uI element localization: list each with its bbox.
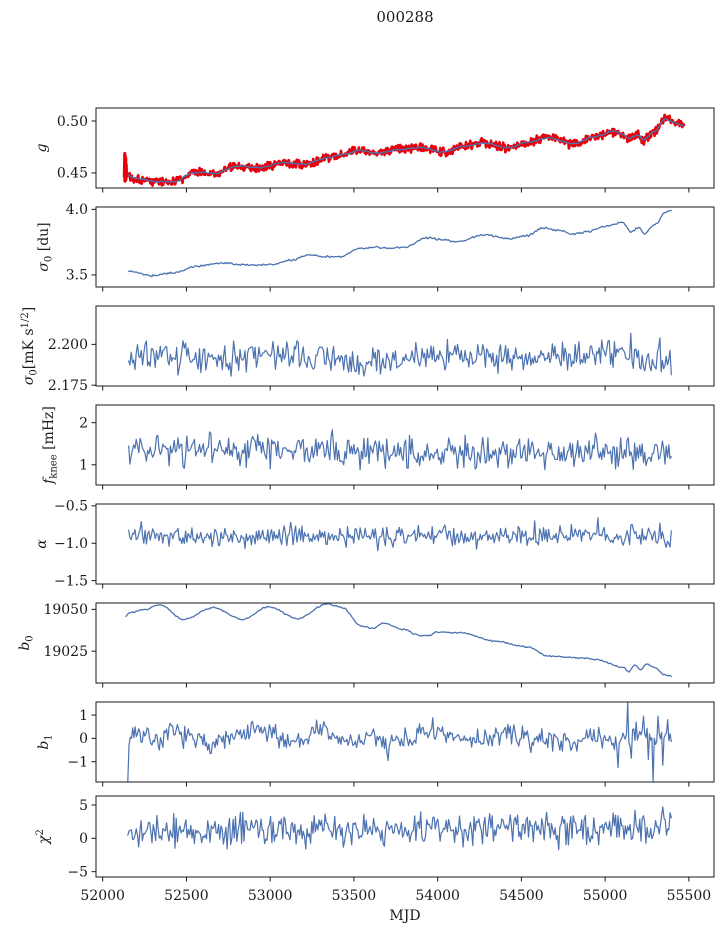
- x-tick-label: 52500: [164, 888, 209, 904]
- y-tick-label: 0: [79, 731, 88, 747]
- panel-frame: [95, 503, 715, 585]
- y-axis-title-5: α: [34, 539, 50, 549]
- b0-line: [125, 602, 672, 678]
- y-tick-label: 19025: [43, 644, 88, 660]
- panel-1: 0.45 0.50 g: [34, 107, 715, 193]
- b1-line: [127, 702, 672, 782]
- y-tick-label: −1.0: [54, 536, 88, 552]
- panel-frame: [95, 602, 715, 684]
- x-tick-label: 55500: [667, 888, 712, 904]
- y-axis-title-7: b1: [36, 734, 55, 749]
- figure-title: 000288: [376, 8, 434, 26]
- y-tick-label: 0.45: [57, 166, 88, 182]
- panel-2: 3.5 4.0 σ0 [du]: [36, 202, 715, 292]
- y-tick-label: 1: [79, 458, 88, 474]
- x-tick-label: 52000: [80, 888, 125, 904]
- panel-frame: [95, 107, 715, 189]
- panel-frame: [95, 206, 715, 288]
- panel-3: 2.175 2.200 σ0[mK s1/2]: [20, 305, 715, 394]
- x-tick-label: 53000: [248, 888, 293, 904]
- y-tick-label: −0.5: [54, 499, 88, 515]
- x-tick-label: 53500: [332, 888, 377, 904]
- panel-7: −1 0 1 b1: [36, 701, 715, 787]
- x-tick-label: 54000: [415, 888, 460, 904]
- y-tick-label: 19050: [43, 602, 88, 618]
- y-tick-label: −5: [67, 864, 88, 880]
- panel-4: 1 2 fknee [mHz]: [41, 404, 715, 490]
- y-tick-label: 2: [79, 415, 88, 431]
- panel-frame: [95, 795, 715, 878]
- fknee-line: [128, 429, 672, 471]
- y-tick-label: 0.50: [57, 114, 88, 130]
- panel-8: −5 0 5 52000 52500 53000 53500 54000 54500 55000 5…: [35, 795, 715, 904]
- x-tick-label: 55000: [583, 888, 628, 904]
- panel-5: −1.5 −1.0 −0.5 α: [34, 499, 715, 589]
- y-axis-title-1: g: [34, 143, 50, 152]
- y-tick-label: 3.5: [66, 268, 88, 284]
- y-axis-title-3: σ0[mK s1/2]: [20, 307, 40, 385]
- y-axis-title-2: σ0 [du]: [36, 222, 55, 271]
- y-tick-label: −1.5: [54, 573, 88, 589]
- y-axis-title-6: b0: [17, 635, 36, 650]
- y-axis-title-8: χ2: [35, 829, 52, 845]
- sigma0-du-line: [128, 209, 672, 278]
- y-tick-label: 0: [79, 831, 88, 847]
- sigma0-mks-line: [128, 332, 672, 377]
- y-tick-label: 4.0: [66, 202, 88, 218]
- panel-frame: [95, 305, 715, 387]
- y-axis-title-4: fknee [mHz]: [41, 406, 60, 485]
- panel-frame: [95, 404, 715, 486]
- y-tick-label: 5: [79, 798, 88, 814]
- y-tick-label: −1: [67, 755, 88, 771]
- chi2-line: [127, 806, 672, 851]
- x-axis-label: MJD: [389, 908, 421, 924]
- alpha-line: [128, 517, 672, 552]
- x-tick-label: 54500: [499, 888, 544, 904]
- panel-6: 19025 19050 b0: [17, 602, 715, 688]
- y-tick-label: 2.175: [48, 378, 88, 394]
- y-tick-label: 2.200: [48, 337, 88, 353]
- g-model-blue-line: [127, 118, 684, 184]
- panel-frame: [95, 701, 715, 783]
- y-tick-label: 1: [79, 708, 88, 724]
